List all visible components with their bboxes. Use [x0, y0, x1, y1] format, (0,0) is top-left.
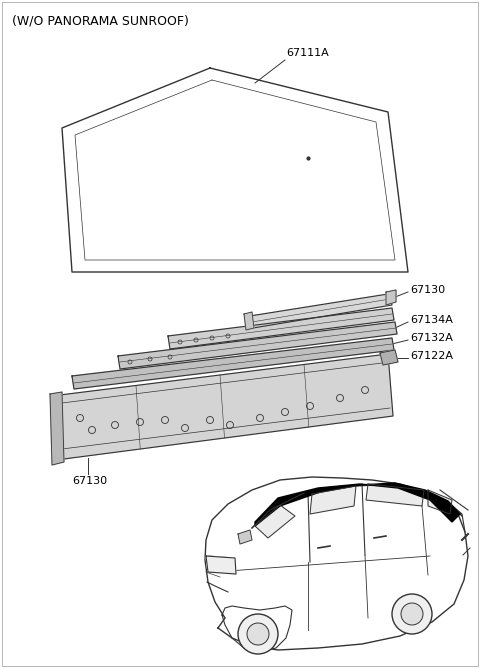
Polygon shape [118, 322, 397, 369]
Polygon shape [168, 308, 394, 349]
Polygon shape [428, 490, 452, 514]
Text: 67122A: 67122A [410, 351, 453, 361]
Circle shape [247, 623, 269, 645]
Polygon shape [255, 505, 295, 538]
Polygon shape [206, 556, 236, 574]
Text: 67111A: 67111A [286, 48, 329, 58]
Polygon shape [310, 486, 356, 514]
Circle shape [401, 603, 423, 625]
Circle shape [238, 614, 278, 654]
Polygon shape [238, 530, 252, 544]
Polygon shape [386, 290, 396, 305]
Polygon shape [255, 483, 460, 526]
Text: 67130: 67130 [72, 476, 107, 486]
Polygon shape [72, 338, 394, 389]
Text: (W/O PANORAMA SUNROOF): (W/O PANORAMA SUNROOF) [12, 14, 189, 27]
Polygon shape [366, 484, 424, 506]
Text: 67130: 67130 [410, 285, 445, 295]
Polygon shape [244, 312, 254, 330]
Polygon shape [50, 392, 64, 465]
Text: 67132A: 67132A [410, 333, 453, 343]
Polygon shape [380, 350, 398, 365]
Circle shape [392, 594, 432, 634]
Polygon shape [52, 354, 393, 460]
Text: 67134A: 67134A [410, 315, 453, 325]
Polygon shape [250, 294, 392, 328]
